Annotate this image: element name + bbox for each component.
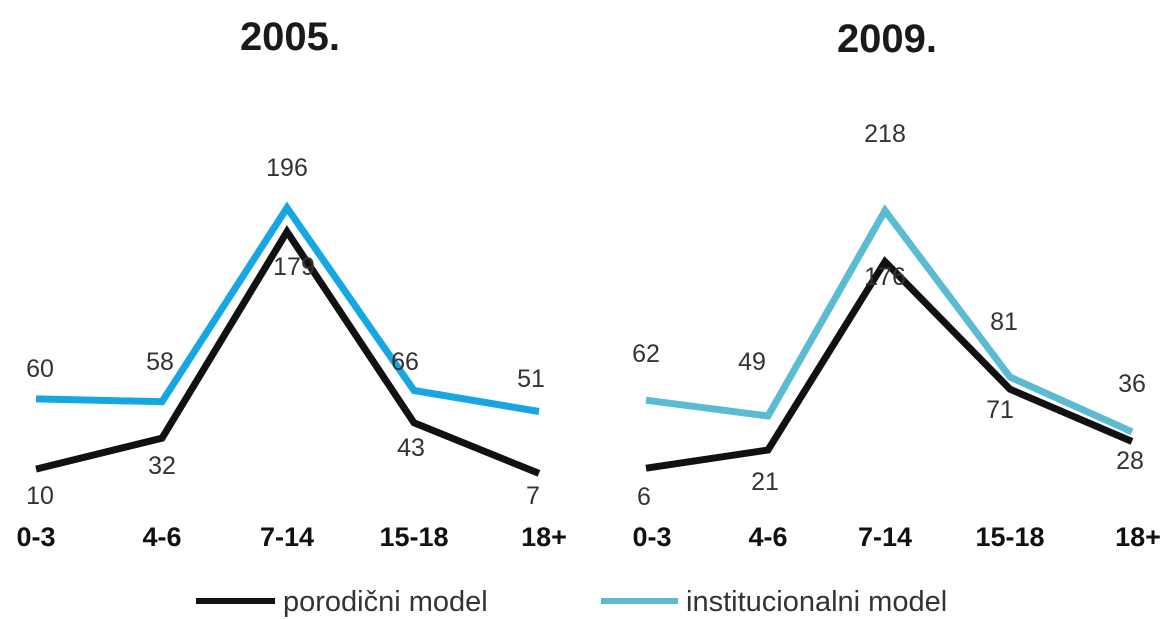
legend: porodični model institucionalni model bbox=[196, 586, 947, 618]
series-line-institucionalni-model-2005 bbox=[35, 201, 540, 415]
chart-title-2005: 2005. bbox=[240, 15, 340, 59]
series-lines-2009 bbox=[645, 204, 1134, 472]
data-label-institucionalni-model-15-18-2005: 66 bbox=[391, 348, 419, 376]
category-label-15-18-2009: 15-18 bbox=[975, 522, 1044, 552]
category-label-7-14-2005: 7-14 bbox=[260, 522, 314, 552]
category-label-0-3-2009: 0-3 bbox=[632, 522, 671, 552]
series-line-porodicni-model-2009 bbox=[645, 256, 1134, 472]
category-label-15-18-2005: 15-18 bbox=[379, 522, 448, 552]
data-label-porodicni-model-4-6-2009: 21 bbox=[751, 468, 779, 496]
data-labels-2005: 10 32 179 43 7 60 58 196 66 51 bbox=[26, 154, 545, 510]
data-label-porodicni-model-15-18-2009: 71 bbox=[986, 396, 1014, 424]
data-label-institucionalni-model-18--2009: 36 bbox=[1118, 370, 1146, 398]
series-lines-2005 bbox=[35, 201, 541, 477]
category-label-18--2009: 18+ bbox=[1115, 522, 1161, 552]
category-label-4-6-2005: 4-6 bbox=[142, 522, 181, 552]
data-label-porodicni-model-0-3-2005: 10 bbox=[26, 482, 54, 510]
category-label-7-14-2009: 7-14 bbox=[858, 522, 912, 552]
data-label-institucionalni-model-0-3-2009: 62 bbox=[632, 340, 660, 368]
data-label-institucionalni-model-4-6-2009: 49 bbox=[738, 348, 766, 376]
chart-title-2009: 2009. bbox=[837, 17, 937, 61]
category-label-4-6-2009: 4-6 bbox=[748, 522, 787, 552]
data-label-porodicni-model-18--2005: 7 bbox=[526, 482, 540, 510]
category-label-18--2005: 18+ bbox=[521, 522, 567, 552]
legend-label-porodicni: porodični model bbox=[283, 586, 488, 618]
data-label-institucionalni-model-7-14-2009: 218 bbox=[864, 120, 906, 148]
data-labels-2009: 6 21 176 71 28 62 49 218 81 36 bbox=[632, 120, 1146, 511]
data-label-porodicni-model-4-6-2005: 32 bbox=[148, 452, 176, 480]
chart-panel-2009: 2009. 6 21 176 71 28 62 49 218 81 36 0-3 4-6 7-14 15… bbox=[632, 17, 1161, 552]
category-label-0-3-2005: 0-3 bbox=[16, 522, 55, 552]
data-label-institucionalni-model-4-6-2005: 58 bbox=[146, 348, 174, 376]
data-label-institucionalni-model-0-3-2005: 60 bbox=[26, 355, 54, 383]
chart-panel-2005: 2005. 10 32 179 43 7 60 58 196 66 51 0-3 4-6 7-14 15… bbox=[16, 15, 566, 552]
category-labels-2009: 0-3 4-6 7-14 15-18 18+ bbox=[632, 522, 1160, 552]
data-label-porodicni-model-18--2009: 28 bbox=[1116, 447, 1144, 475]
category-labels-2005: 0-3 4-6 7-14 15-18 18+ bbox=[16, 522, 566, 552]
data-label-porodicni-model-15-18-2005: 43 bbox=[397, 434, 425, 462]
data-label-institucionalni-model-7-14-2005: 196 bbox=[266, 154, 308, 182]
data-label-porodicni-model-0-3-2009: 6 bbox=[637, 483, 651, 511]
series-line-institucionalni-model-2009 bbox=[645, 204, 1134, 435]
data-label-porodicni-model-7-14-2009: 176 bbox=[864, 263, 906, 291]
data-label-institucionalni-model-15-18-2009: 81 bbox=[990, 308, 1018, 336]
data-label-porodicni-model-7-14-2005: 179 bbox=[273, 253, 315, 281]
legend-label-institucionalni: institucionalni model bbox=[686, 586, 947, 618]
series-line-porodicni-model-2005 bbox=[35, 225, 541, 477]
data-label-institucionalni-model-18--2005: 51 bbox=[517, 365, 545, 393]
